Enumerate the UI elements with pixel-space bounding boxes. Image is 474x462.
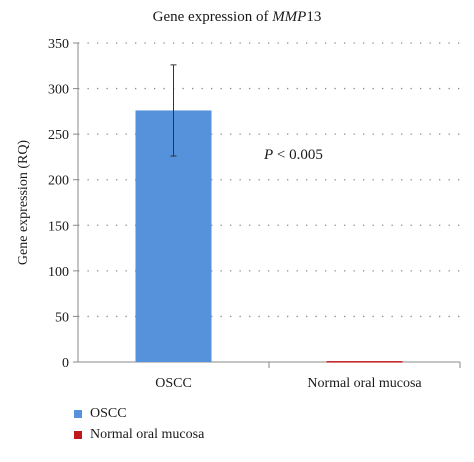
y-tick-label: 50	[55, 310, 69, 325]
y-axis-label: Gene expression (RQ)	[16, 140, 31, 266]
chart-title: Gene expression of MMP13	[152, 9, 322, 25]
legend-item-oscc: OSCC	[74, 403, 204, 424]
p-value-annotation: P < 0.005	[264, 147, 323, 163]
legend-swatch-normal	[74, 430, 82, 439]
y-tick-label: 200	[48, 174, 69, 189]
legend-item-normal: Normal oral mucosa	[74, 424, 204, 445]
legend: OSCC Normal oral mucosa	[74, 403, 204, 445]
y-tick-label: 100	[48, 265, 69, 280]
legend-label-normal: Normal oral mucosa	[90, 426, 205, 442]
bar-normal-oral-mucosa	[326, 361, 403, 363]
y-tick-label: 150	[48, 219, 69, 234]
legend-label-oscc: OSCC	[90, 405, 127, 421]
y-tick-label: 250	[48, 128, 69, 143]
x-tick-label: Normal oral mucosa	[307, 376, 422, 391]
y-tick-label: 300	[48, 83, 69, 98]
y-tick-label: 350	[48, 37, 69, 52]
x-tick-label: OSCC	[155, 376, 192, 391]
y-tick-label: 0	[62, 356, 69, 371]
legend-swatch-oscc	[74, 409, 82, 418]
